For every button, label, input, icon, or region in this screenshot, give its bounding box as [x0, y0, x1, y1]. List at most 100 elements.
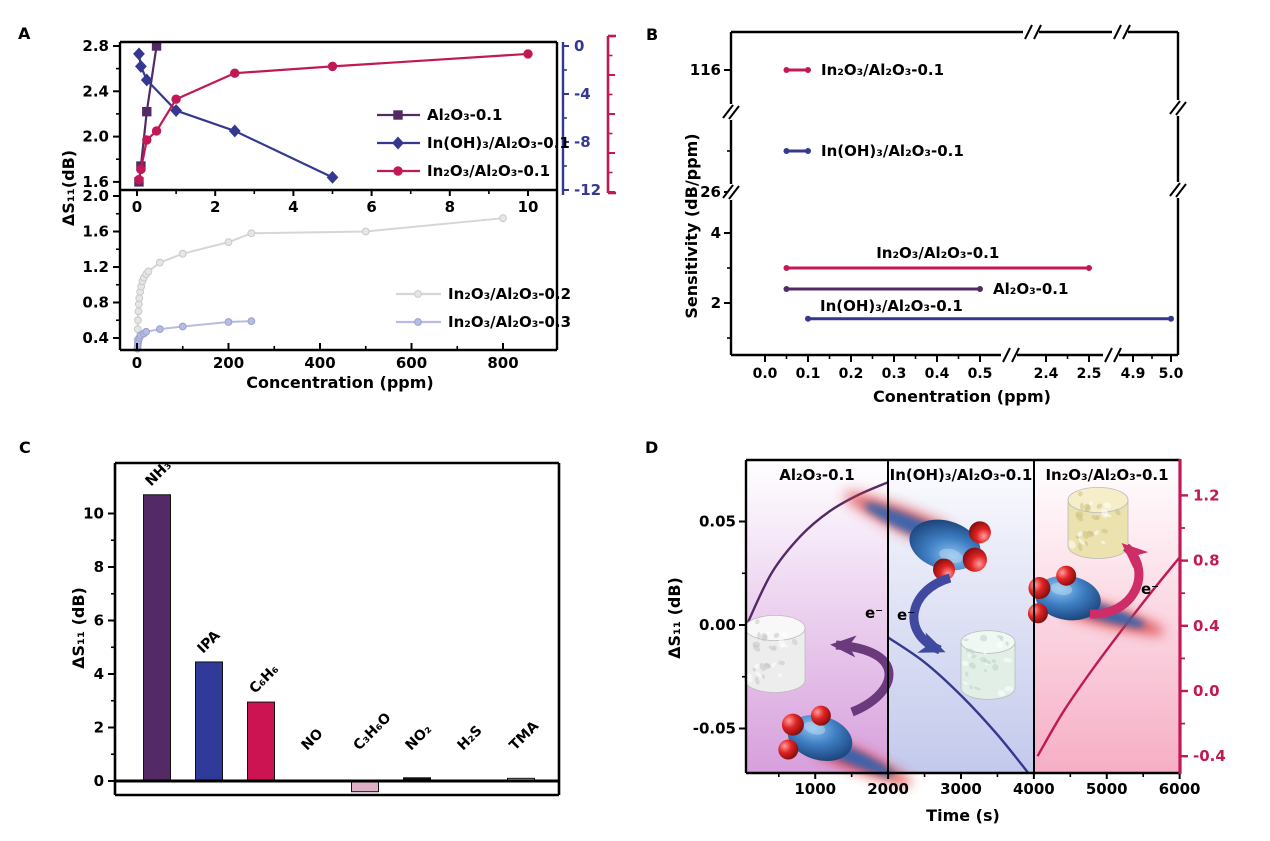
svg-text:2.0: 2.0	[82, 187, 109, 205]
svg-text:Al₂O₃-0.1: Al₂O₃-0.1	[993, 280, 1068, 298]
electron-arrow-middle	[909, 573, 952, 655]
svg-text:4.9: 4.9	[1121, 366, 1146, 382]
svg-text:2.5: 2.5	[1077, 366, 1102, 382]
svg-text:2.0: 2.0	[82, 128, 109, 146]
svg-text:In(OH)₃/Al₂O₃-0.1: In(OH)₃/Al₂O₃-0.1	[427, 134, 570, 152]
svg-text:ΔS₁₁(dB): ΔS₁₁(dB)	[59, 150, 78, 226]
panel-d-xlabel: Time (s)	[926, 806, 1000, 825]
svg-text:4: 4	[711, 224, 721, 242]
svg-text:2000: 2000	[867, 780, 909, 798]
svg-text:0: 0	[94, 772, 104, 790]
svg-text:0.5: 0.5	[968, 366, 993, 382]
svg-text:Time (s): Time (s)	[926, 806, 1000, 825]
svg-text:5000: 5000	[1086, 780, 1128, 798]
panel-b-segment-0: In₂O₃/Al₂O₃-0.1	[783, 61, 944, 79]
svg-text:C₃H₆O: C₃H₆O	[351, 710, 395, 754]
svg-text:8: 8	[94, 558, 104, 576]
panel-d-curve-1	[888, 636, 1030, 773]
svg-text:0.0: 0.0	[1193, 682, 1220, 700]
gas-molecule-middle	[845, 492, 991, 581]
svg-text:In(OH)₃/Al₂O₃-0.1: In(OH)₃/Al₂O₃-0.1	[890, 466, 1033, 484]
svg-text:0.00: 0.00	[699, 616, 736, 634]
panel-b-xlabel: Conentration (ppm)	[873, 387, 1051, 406]
panel-c-bar-7: TMA	[507, 718, 542, 782]
svg-text:-0.4: -0.4	[1193, 747, 1226, 765]
svg-text:116: 116	[690, 61, 721, 79]
svg-text:3000: 3000	[940, 780, 982, 798]
white-porous-cylinder	[744, 615, 806, 693]
svg-text:Sensitivity (dB/ppm): Sensitivity (dB/ppm)	[682, 133, 701, 318]
svg-text:-0.05: -0.05	[693, 720, 736, 738]
panel-c-bar-4: C₃H₆O	[351, 710, 395, 793]
svg-text:e⁻: e⁻	[1141, 580, 1159, 598]
svg-text:Al₂O₃-0.1: Al₂O₃-0.1	[779, 466, 854, 484]
svg-text:In(OH)₃/Al₂O₃-0.1: In(OH)₃/Al₂O₃-0.1	[821, 142, 964, 160]
panel-c-bar-0: NH₃	[143, 457, 175, 782]
svg-text:e⁻: e⁻	[865, 604, 883, 622]
svg-text:10: 10	[518, 198, 539, 216]
svg-text:4000: 4000	[1013, 780, 1055, 798]
panel-c-bar-2: C₆H₆	[247, 661, 282, 782]
panel-a-chart: 2.82.42.01.62.01.61.20.80.40 2 4 6 8 100 200 40…	[59, 34, 616, 392]
panel-c-bar-1: IPA	[195, 628, 224, 782]
svg-text:In₂O₃/Al₂O₃-0.1: In₂O₃/Al₂O₃-0.1	[821, 61, 944, 79]
svg-text:2.4: 2.4	[82, 82, 109, 100]
svg-text:6000: 6000	[1159, 780, 1201, 798]
panel-b-chart: 116 26 4 2 0.0 0.1 0.2 0.3 0.4 0.5 2.4 2.5 4.9 5.0 In₂…	[682, 24, 1187, 406]
svg-text:800: 800	[487, 354, 518, 372]
svg-text:0.3: 0.3	[882, 366, 907, 382]
panel-b-segment-1: In(OH)₃/Al₂O₃-0.1	[783, 142, 964, 160]
panel-b-segment-4: In(OH)₃/Al₂O₃-0.1	[805, 297, 1174, 322]
panel-label-c: C	[19, 438, 31, 457]
svg-text:0: 0	[132, 354, 142, 372]
svg-text:0.4: 0.4	[82, 329, 109, 347]
mint-porous-cylinder	[960, 630, 1016, 700]
svg-text:0.0: 0.0	[753, 366, 778, 382]
svg-text:In₂O₃/Al₂O₃-0.2: In₂O₃/Al₂O₃-0.2	[448, 285, 571, 303]
svg-text:Concentration (ppm): Concentration (ppm)	[246, 373, 433, 392]
svg-text:-12: -12	[574, 181, 601, 199]
svg-text:6: 6	[366, 198, 376, 216]
panel-b-axes: 116 26 4 2 0.0 0.1 0.2 0.3 0.4 0.5 2.4 2.5 4.9 5.0	[690, 30, 1184, 382]
svg-text:0.05: 0.05	[699, 513, 736, 531]
svg-text:0.8: 0.8	[82, 294, 109, 312]
svg-text:In₂O₃/Al₂O₃-0.1: In₂O₃/Al₂O₃-0.1	[876, 244, 999, 262]
svg-text:2: 2	[94, 719, 104, 737]
svg-text:0.8: 0.8	[1193, 552, 1220, 570]
svg-text:e⁻: e⁻	[897, 606, 915, 624]
svg-text:0.1: 0.1	[796, 366, 821, 382]
svg-text:In(OH)₃/Al₂O₃-0.1: In(OH)₃/Al₂O₃-0.1	[820, 297, 963, 315]
svg-text:0: 0	[574, 37, 584, 55]
electron-arrow-right	[1089, 542, 1149, 619]
panel-d-ylabel: ΔS₁₁ (dB)	[665, 577, 684, 659]
svg-text:2: 2	[210, 198, 220, 216]
yellow-porous-cylinder	[1067, 486, 1129, 559]
panel-label-b: B	[646, 25, 659, 44]
panel-d-curve-2	[1036, 556, 1180, 757]
svg-text:5.0: 5.0	[1159, 366, 1184, 382]
panel-b-segment-2: In₂O₃/Al₂O₃-0.1	[783, 244, 1092, 271]
panel-c-bar-6: H₂S	[455, 723, 486, 782]
panel-c-bar-3: NO	[299, 726, 327, 782]
panel-b-segment-3: Al₂O₃-0.1	[783, 280, 1068, 298]
svg-text:ΔS₁₁ (dB): ΔS₁₁ (dB)	[665, 577, 684, 659]
svg-text:4: 4	[288, 198, 298, 216]
panel-a-xlabel: Concentration (ppm)	[246, 373, 433, 392]
svg-text:0: 0	[132, 198, 142, 216]
panel-a-top-series-1	[133, 47, 339, 184]
panel-c-ylabel: ΔS₁₁ (dB)	[69, 587, 88, 669]
svg-text:1.6: 1.6	[82, 173, 109, 191]
svg-text:1.2: 1.2	[82, 258, 109, 276]
svg-text:10: 10	[83, 505, 104, 523]
svg-text:8: 8	[445, 198, 455, 216]
svg-text:NO₂: NO₂	[403, 721, 435, 753]
panel-d-curve-0	[746, 481, 888, 626]
panel-c-bar-5: NO₂	[403, 721, 435, 782]
panel-c-chart: 0 2 4 6 8 10 NH₃ IPA C₆H₆ NO C₃H₆O NO₂ H₂S TMA ΔS₁₁ (d…	[69, 457, 561, 797]
svg-text:600: 600	[396, 354, 427, 372]
panel-a-right-axis-blue: 0 -4 -8 -12	[561, 37, 601, 199]
panel-a-top-series-2	[134, 49, 533, 185]
panel-label-d: D	[645, 438, 659, 457]
svg-text:0.4: 0.4	[925, 366, 950, 382]
